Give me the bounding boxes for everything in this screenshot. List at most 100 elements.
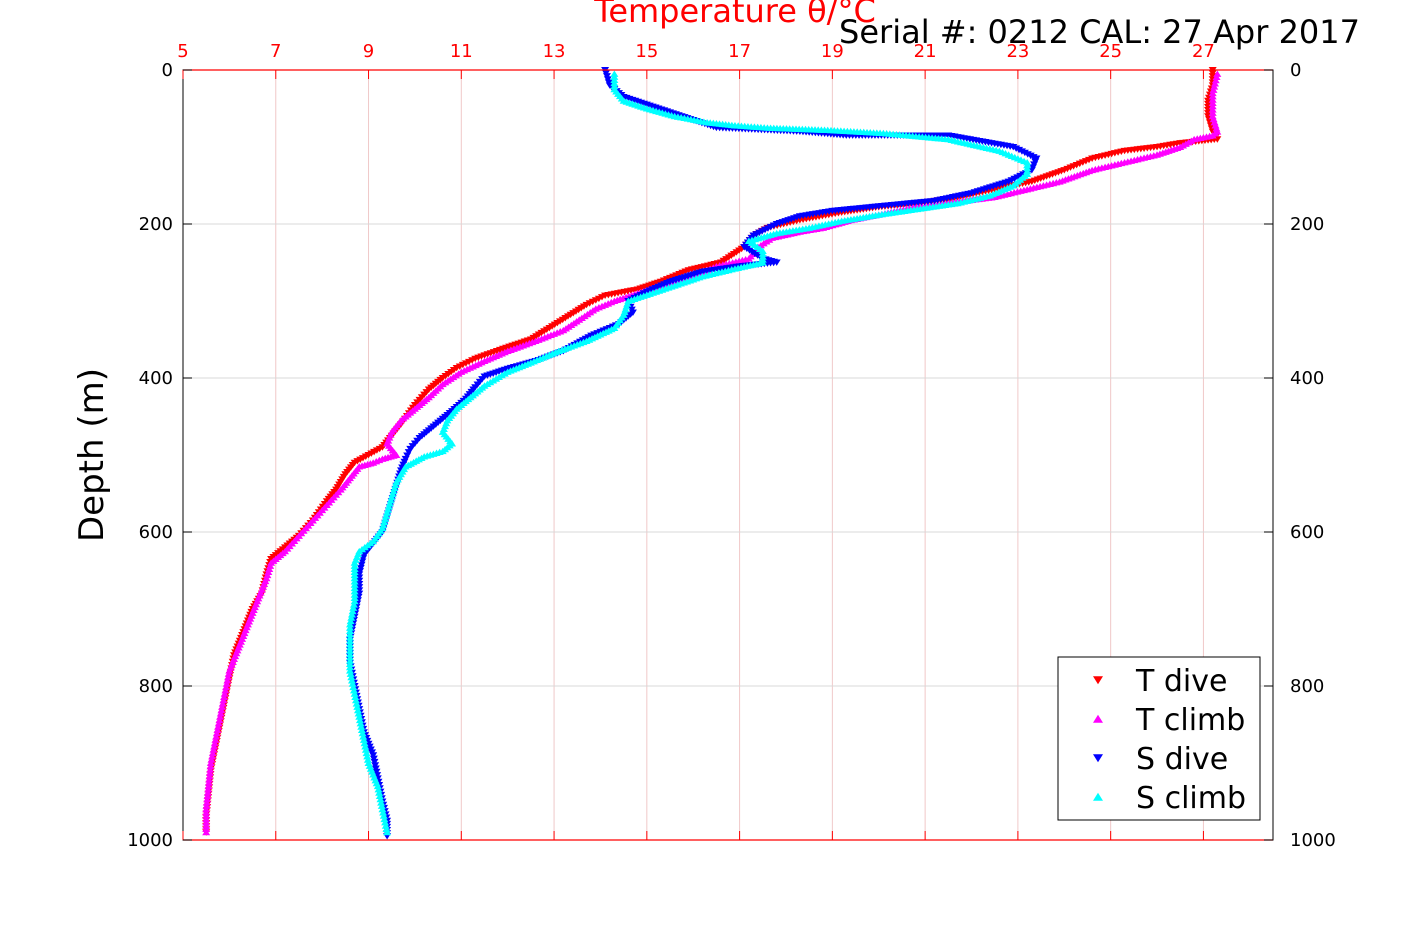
data-point [202, 812, 211, 819]
data-point [345, 640, 354, 648]
data-point [356, 568, 365, 575]
x-tick-label: 25 [1099, 41, 1122, 62]
data-point [345, 634, 354, 641]
data-point [345, 667, 354, 674]
data-point [202, 828, 211, 836]
x-tick-label: 23 [1006, 41, 1029, 62]
data-point [202, 799, 211, 806]
data-point [204, 786, 213, 793]
data-point [346, 670, 355, 677]
y-tick-label-right: 0 [1290, 60, 1301, 81]
data-point [210, 739, 219, 747]
y-tick-label-right: 1000 [1290, 830, 1336, 851]
data-point [358, 558, 367, 565]
y-tick-label-right: 200 [1290, 214, 1324, 235]
data-point [406, 445, 415, 453]
data-point [221, 687, 230, 694]
data-point [369, 755, 378, 762]
data-point [215, 716, 224, 724]
data-point [345, 644, 354, 651]
data-point [350, 594, 359, 601]
data-point [1211, 76, 1220, 84]
data-point [403, 452, 412, 459]
data-point [370, 758, 379, 766]
data-point [216, 713, 225, 720]
data-point [374, 786, 383, 793]
data-point [350, 578, 359, 585]
legend-entry: S dive [1136, 742, 1228, 777]
data-point [357, 726, 366, 733]
data-point [610, 70, 619, 77]
data-point [355, 716, 364, 724]
data-point [379, 812, 388, 819]
data-point [359, 733, 368, 740]
series-s-dive [345, 67, 1041, 840]
legend-marker [1093, 676, 1103, 685]
data-point [218, 703, 227, 710]
x-tick-label: 17 [728, 41, 751, 62]
data-point [347, 677, 356, 684]
data-point [345, 630, 354, 638]
y-tick-label-left: 0 [162, 60, 173, 81]
y-tick-label-left: 400 [139, 368, 173, 389]
x-tick-label: 15 [635, 41, 658, 62]
data-point [1208, 93, 1217, 100]
data-point [376, 795, 385, 803]
data-point [347, 614, 356, 621]
data-point [348, 607, 357, 615]
data-point [346, 617, 355, 625]
data-point [1209, 86, 1218, 93]
y-tick-label-left: 600 [139, 522, 173, 543]
x-tick-label: 7 [270, 41, 281, 62]
data-point [345, 663, 354, 671]
data-point [353, 703, 362, 710]
data-point [202, 802, 211, 809]
serial-annotation: Serial #: 0212 CAL: 27 Apr 2017 [839, 13, 1360, 51]
data-point [351, 693, 360, 700]
data-point [345, 650, 354, 658]
data-point [214, 723, 223, 730]
data-point [204, 782, 213, 790]
data-point [345, 621, 354, 628]
series-s-climb [345, 70, 1032, 836]
x-tick-label: 13 [543, 41, 566, 62]
data-point [213, 726, 222, 733]
data-point [224, 670, 233, 677]
y-axis-label: Depth (m) [72, 368, 112, 542]
data-point [220, 693, 229, 700]
data-point [202, 815, 211, 823]
y-tick-label-left: 200 [139, 214, 173, 235]
data-point [202, 819, 211, 826]
legend-entry: T dive [1135, 664, 1227, 699]
data-point [359, 736, 368, 743]
data-point [349, 687, 358, 694]
data-point [1212, 73, 1221, 81]
data-point [355, 713, 364, 720]
data-point [212, 729, 221, 737]
data-point [375, 789, 384, 796]
data-point [1208, 96, 1217, 103]
data-point [350, 690, 359, 697]
data-point [212, 733, 221, 740]
data-point [345, 660, 354, 667]
x-tick-label: 5 [177, 41, 188, 62]
data-point [381, 822, 390, 829]
data-point [1208, 102, 1217, 110]
data-point [345, 624, 354, 631]
data-point [377, 802, 386, 809]
data-point [372, 768, 381, 776]
data-point [358, 729, 367, 737]
data-point [345, 654, 354, 661]
data-point [352, 700, 361, 707]
data-point [356, 564, 365, 572]
data-point [208, 753, 217, 760]
data-point [207, 756, 216, 763]
y-tick-label-right: 800 [1290, 676, 1324, 697]
data-point [1211, 80, 1220, 87]
y-tick-label-right: 400 [1290, 368, 1324, 389]
data-point [354, 710, 363, 717]
data-point [1208, 99, 1217, 106]
data-point [380, 815, 389, 823]
y-tick-label-right: 600 [1290, 522, 1324, 543]
